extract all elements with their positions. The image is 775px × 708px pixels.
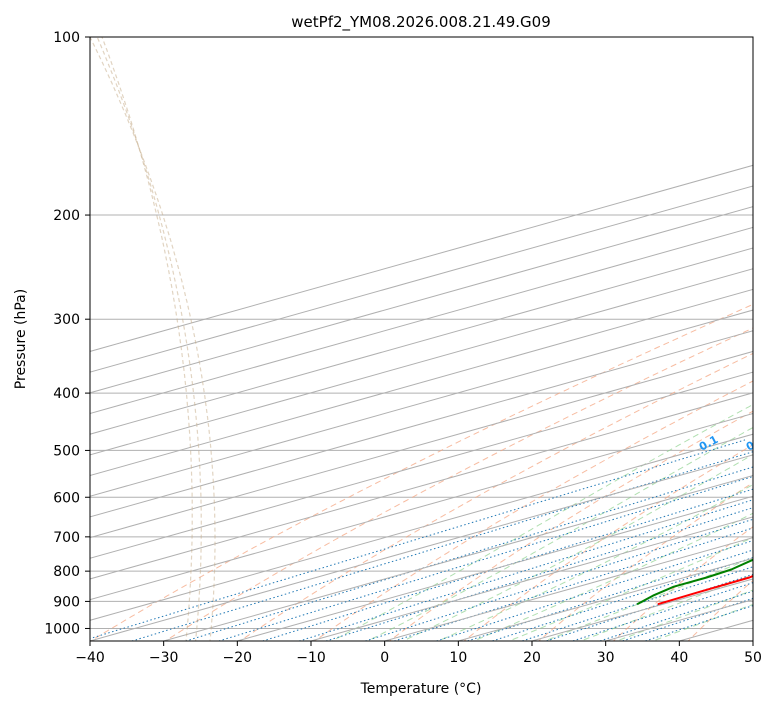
isotherm-line <box>384 537 753 641</box>
dry-adiabat <box>463 444 753 641</box>
dry-adiabat <box>612 526 753 641</box>
y-tick-label: 1000 <box>44 621 80 637</box>
x-tick-label: −10 <box>296 650 326 666</box>
axis-ticks: −40 −30 −20 −10 0 10 20 30 40 50 100 200 300 400 500 60… <box>44 30 762 666</box>
isotherm-line <box>237 495 753 641</box>
x-tick-label: 50 <box>744 650 762 666</box>
y-tick-label: 200 <box>53 208 80 224</box>
y-tick-label: 100 <box>53 30 80 46</box>
moist-adiabat <box>401 453 753 641</box>
mixing-ratio-line <box>434 540 753 641</box>
dry-adiabat <box>538 482 753 641</box>
isotherm-line <box>90 454 753 641</box>
mixing-ratio-line <box>297 499 753 641</box>
mixing-ratio-line <box>520 566 753 641</box>
isotherm-line <box>90 433 753 621</box>
mixing-ratio-line <box>184 466 753 641</box>
plot-frame <box>89 36 754 642</box>
x-tick-label: 40 <box>670 650 688 666</box>
dry-adiabat <box>239 352 753 641</box>
y-axis-label: Pressure (hPa) <box>13 289 29 389</box>
isotherm-line <box>90 185 753 373</box>
chart-title: wetPf2_YM08.2026.008.21.49.G09 <box>291 13 550 32</box>
x-tick-label: −40 <box>75 650 105 666</box>
dry-adiabat <box>687 579 753 641</box>
isotherm-line <box>90 268 753 456</box>
isotherm-line <box>90 226 753 415</box>
plot-area: 0.10.20.40.611.52346810131620253036-100-… <box>90 37 767 641</box>
isotherm-line <box>90 288 753 477</box>
moist-adiabat <box>366 426 753 641</box>
x-tick-label: 30 <box>597 650 615 666</box>
mixing-ratio-line <box>90 439 746 639</box>
isotherm-line <box>90 206 753 394</box>
dry-adiabat <box>313 380 753 641</box>
y-tick-label: 800 <box>53 564 80 580</box>
x-axis-label: Temperature (°C) <box>360 681 482 697</box>
isotherm-line <box>90 309 753 497</box>
x-tick-label: −20 <box>223 650 253 666</box>
x-tick-label: −30 <box>149 650 179 666</box>
x-tick-label: 20 <box>523 650 541 666</box>
left-guide-curve <box>96 37 202 641</box>
dry-adiabat <box>164 327 753 641</box>
isotherm-line <box>90 247 753 435</box>
x-tick-label: 10 <box>449 650 467 666</box>
isotherm-line <box>90 392 753 580</box>
y-tick-label: 300 <box>53 312 80 328</box>
isotherm-line <box>310 516 753 641</box>
isotherm-line <box>90 330 753 518</box>
moist-adiabat <box>330 403 753 641</box>
moist-adiabat <box>472 512 753 641</box>
left-guide-curve <box>90 37 216 641</box>
x-tick-label: 0 <box>380 650 389 666</box>
left-guide-curve <box>101 37 193 641</box>
mixing-ratio-line <box>130 451 753 641</box>
mixing-ratio-label: 0.2 <box>744 433 767 454</box>
isotherm-line <box>90 412 753 601</box>
y-tick-label: 900 <box>53 594 80 610</box>
y-tick-label: 600 <box>53 490 80 506</box>
y-tick-label: 700 <box>53 530 80 546</box>
y-tick-label: 500 <box>53 443 80 459</box>
isotherm-line <box>90 164 753 352</box>
isotherm-line <box>163 475 753 641</box>
dry-adiabat <box>388 410 753 641</box>
isotherm-line <box>90 371 753 559</box>
y-tick-label: 400 <box>53 386 80 402</box>
